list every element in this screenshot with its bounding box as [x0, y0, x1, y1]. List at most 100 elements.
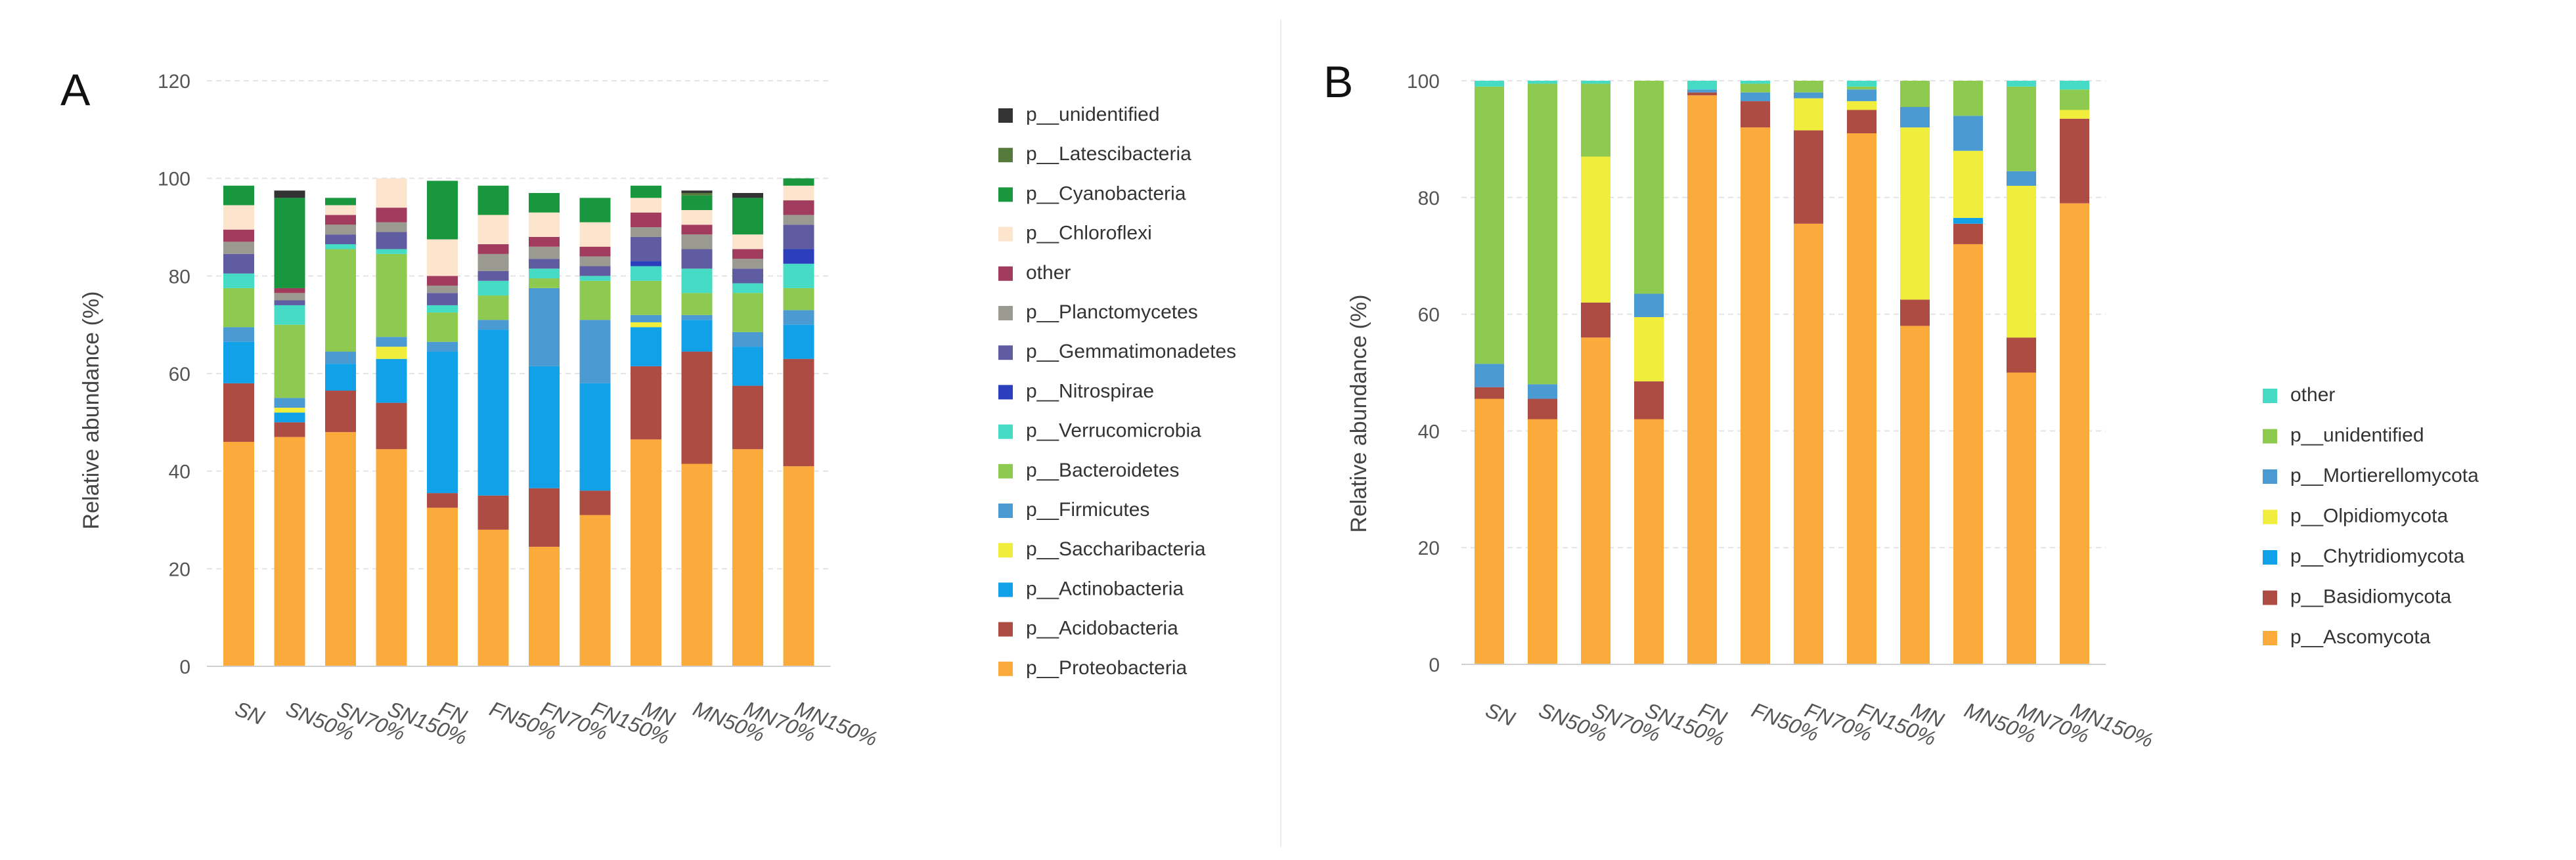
panel-b-bar-mn70pct-other [2007, 81, 2036, 87]
panel-b-bar-mn70pct-p-basidiomycota [2007, 337, 2036, 373]
panel-b-ytick-label: 80 [1418, 188, 1440, 209]
panel-b-y-axis-title: Relative abundance (%) [1346, 295, 1371, 533]
panel-a-bar-fn70pct-p-planctomycetes [529, 246, 560, 259]
panel-a-bar-mn50pct-p-cyanobacteria [681, 195, 713, 210]
panel-b-bar-fn-p-mortierellomycota [1687, 89, 1717, 93]
panel-b-bar-sn70pct-p-ascomycota [1581, 337, 1610, 664]
panel-a-legend-label-p-gemmatimonadetes: p__Gemmatimonadetes [1026, 341, 1236, 362]
panel-a-ytick-labels: 0 20 40 60 80 100 120 [158, 71, 190, 678]
panel-b-legend-label-p-chytridiomycota: p__Chytridiomycota [2290, 546, 2464, 567]
panel-b-bar-fn70pct-p-mortierellomycota [1794, 92, 1823, 98]
panel-a-bar-fn-p-cyanobacteria [427, 181, 458, 240]
panel-a-bar-sn50pct-p-verrucomicrobia [274, 305, 305, 325]
panel-a-bar-mn50pct-p-actinobacteria [681, 320, 713, 352]
panel-a-bar-fn50pct-p-bacteroidetes [477, 295, 509, 320]
panel-b-bar-fn150pct-other [1847, 81, 1876, 87]
panel-b-legend-swatch-p-chytridiomycota [2263, 550, 2277, 565]
panel-a-bar-sn-p-proteobacteria [223, 442, 254, 666]
panel-a-bar-mn150pct-p-chloroflexi [783, 185, 814, 201]
panel-a-bar-mn150pct-p-bacteroidetes [783, 288, 814, 311]
panel-a-bar-sn70pct-p-cyanobacteria [325, 198, 356, 205]
panel-a-bar-fn50pct-p-chloroflexi [477, 215, 509, 245]
panel-a-legend-label-p-unidentified: p__unidentified [1026, 104, 1160, 125]
panel-b-bar-mn50pct-p-unidentified [1953, 81, 1983, 116]
panel-a-bar-sn50pct-other [274, 288, 305, 293]
panel-a-bar-sn150pct-p-gemmatimonadetes [376, 232, 407, 249]
panel-a-legend-swatch-p-gemmatimonadetes [998, 345, 1013, 360]
panel-b-bar-mn50pct-p-basidiomycota [1953, 223, 1983, 244]
panel-b-bar-mn70pct-p-ascomycota [2007, 372, 2036, 664]
panel-b-bar-fn-p-ascomycota [1687, 95, 1717, 665]
panel-a-bar-sn150pct-p-actinobacteria [376, 358, 407, 403]
panel-b-bar-sn150pct-p-basidiomycota [1634, 381, 1664, 419]
panel-a-bar-mn70pct-p-gemmatimonadetes [732, 269, 763, 284]
panel-b-bar-fn150pct-p-basidiomycota [1847, 110, 1876, 134]
panel-a-bar-sn150pct-p-verrucomicrobia [376, 249, 407, 254]
panel-a-bar-sn70pct-p-proteobacteria [325, 432, 356, 666]
panel-a-bar-mn50pct-p-firmicutes [681, 314, 713, 320]
panel-b-bar-fn150pct-p-ascomycota [1847, 133, 1876, 664]
panel-b-bar-sn50pct-p-ascomycota [1528, 419, 1557, 664]
panel-b-bar-mn-p-unidentified [1900, 81, 1930, 108]
panel-b-bar-sn-other [1475, 81, 1504, 87]
panel-a-bar-fn50pct-p-proteobacteria [477, 529, 509, 666]
panel-a-legend-swatch-p-cyanobacteria [998, 187, 1013, 202]
panel-b-bar-fn50pct-p-ascomycota [1741, 127, 1770, 664]
panel-a-bar-sn70pct-p-actinobacteria [325, 364, 356, 391]
panel-a-legend-swatch-p-actinobacteria [998, 582, 1013, 597]
panel-b-legend-swatch-p-basidiomycota [2263, 590, 2277, 605]
panel-a-bar-fn150pct-p-planctomycetes [579, 256, 611, 267]
panel-a-bar-sn150pct-p-proteobacteria [376, 449, 407, 666]
panel-a-bar-fn-p-chloroflexi [427, 239, 458, 276]
panel-a-bar-mn70pct-p-bacteroidetes [732, 293, 763, 332]
panel-a-bar-mn-p-planctomycetes [631, 227, 661, 237]
panel-a-bar-mn150pct-p-cyanobacteria [783, 178, 814, 186]
panel-a-bar-mn-p-saccharibacteria [631, 322, 661, 328]
panel-a-bar-mn50pct-p-gemmatimonadetes [681, 249, 713, 269]
panel-a-legend-swatch-p-saccharibacteria [998, 543, 1013, 558]
panel-a-legend-label-p-planctomycetes: p__Planctomycetes [1026, 301, 1198, 323]
panel-b-ytick-label: 40 [1418, 421, 1440, 442]
panel-a-bar-mn-p-gemmatimonadetes [631, 236, 661, 262]
panel-a-legend-swatch-p-nitrospirae [998, 385, 1013, 400]
panel-b-bar-sn-p-basidiomycota [1475, 387, 1504, 399]
panel-b-bar-mn150pct-p-ascomycota [2060, 203, 2089, 664]
panel-a-bar-sn-other [223, 229, 254, 242]
panel-a-ytick-label: 80 [169, 266, 190, 288]
panel-b-bar-mn-p-basidiomycota [1900, 299, 1930, 326]
panel-b-bar-fn50pct-other [1741, 81, 1770, 84]
panel-a-bar-mn50pct-p-acidobacteria [681, 351, 713, 464]
panel-a-legend-swatch-p-acidobacteria [998, 622, 1013, 637]
panel-a-bar-fn50pct-p-verrucomicrobia [477, 280, 509, 296]
panel-b-ytick-label: 0 [1429, 655, 1440, 676]
panel-b-bar-sn150pct-p-unidentified [1634, 81, 1664, 294]
panel-a-bar-mn50pct-other [681, 225, 713, 235]
panel-b-bar-fn50pct-p-mortierellomycota [1741, 92, 1770, 102]
panel-b-bar-fn-other [1687, 81, 1717, 90]
panel-b-label: B [1323, 57, 1353, 107]
panel-b-bar-mn-p-mortierellomycota [1900, 107, 1930, 128]
panel-a-legend-swatch-p-bacteroidetes [998, 463, 1013, 479]
panel-b-bar-mn150pct-p-basidiomycota [2060, 118, 2089, 204]
panel-a-bar-mn-p-acidobacteria [631, 366, 661, 440]
panel-b-bar-mn70pct-p-mortierellomycota [2007, 171, 2036, 186]
panel-a-bar-fn150pct-p-proteobacteria [579, 515, 611, 666]
panel-a-gridlines [207, 80, 831, 667]
panel-a-bar-mn150pct-p-planctomycetes [783, 215, 814, 225]
panel-b-bar-mn150pct-other [2060, 81, 2089, 90]
panel-a-bar-mn-p-proteobacteria [631, 439, 661, 666]
panel-b-bar-fn150pct-p-unidentified [1847, 86, 1876, 90]
panel-b-legend-label-p-mortierellomycota: p__Mortierellomycota [2290, 465, 2479, 486]
panel-b-legend-label-p-unidentified: p__unidentified [2290, 425, 2424, 446]
panel-a-label: A [60, 65, 91, 115]
panel-a-bar-sn70pct-p-chloroflexi [325, 205, 356, 215]
panel-a-ytick-label: 20 [169, 559, 190, 580]
panel-b-bar-fn70pct-p-basidiomycota [1794, 130, 1823, 224]
panel-a-bar-mn150pct-p-nitrospirae [783, 249, 814, 264]
panel-a-legend-swatch-p-latescibacteria [998, 148, 1013, 163]
panel-a-bar-mn70pct-p-planctomycetes [732, 259, 763, 269]
panel-a-legend-label-p-acidobacteria: p__Acidobacteria [1026, 618, 1178, 639]
panel-a-legend: p__unidentified p__Latescibacteria p__Cyan… [998, 104, 1236, 679]
panel-a-bar-mn50pct-p-latescibacteria [681, 192, 713, 196]
panel-a-bar-fn-p-actinobacteria [427, 351, 458, 494]
